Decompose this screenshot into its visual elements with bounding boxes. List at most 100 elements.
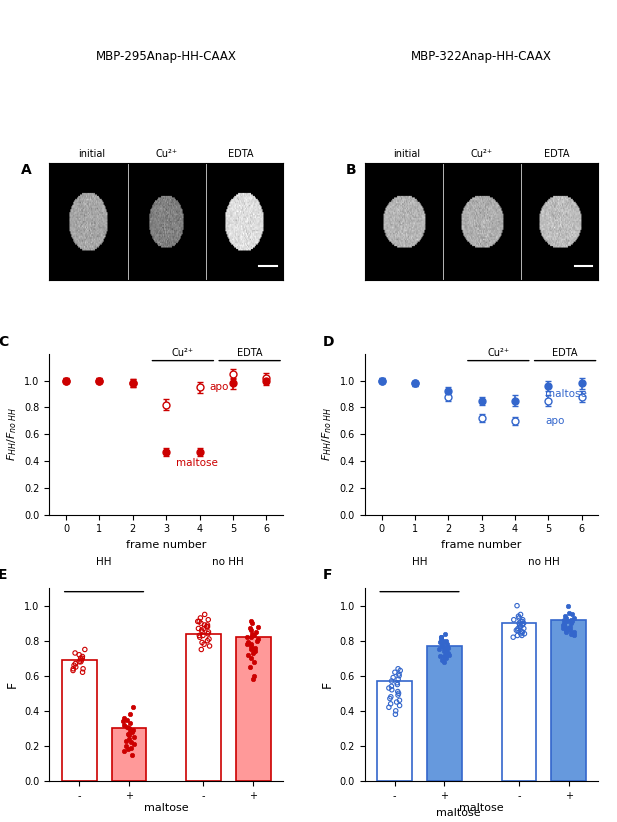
Point bbox=[74, 649, 84, 662]
Point bbox=[246, 643, 255, 656]
Text: initial: initial bbox=[78, 149, 105, 159]
Point bbox=[194, 629, 204, 642]
Point bbox=[392, 677, 402, 690]
Point bbox=[441, 644, 451, 658]
Point bbox=[122, 739, 131, 752]
Point bbox=[439, 650, 449, 663]
Point bbox=[436, 632, 446, 645]
Text: F: F bbox=[323, 567, 333, 581]
Text: HH: HH bbox=[96, 557, 112, 567]
Bar bbox=[236, 637, 271, 781]
Point bbox=[195, 630, 205, 644]
Point bbox=[566, 627, 576, 640]
Point bbox=[437, 638, 447, 651]
Text: MBP-295Anap-HH-CAAX: MBP-295Anap-HH-CAAX bbox=[96, 50, 237, 63]
Point bbox=[120, 718, 130, 732]
Point bbox=[71, 660, 81, 673]
Point bbox=[77, 652, 87, 665]
Point bbox=[437, 630, 447, 644]
Text: Cu²⁺: Cu²⁺ bbox=[172, 348, 194, 358]
Point bbox=[391, 704, 400, 718]
Point bbox=[200, 618, 210, 631]
Point bbox=[78, 663, 88, 676]
Point bbox=[439, 644, 449, 658]
Point bbox=[393, 685, 403, 698]
Point bbox=[246, 615, 255, 628]
Point bbox=[126, 725, 136, 738]
Point bbox=[393, 672, 403, 686]
Text: maltose: maltose bbox=[545, 389, 587, 399]
Point bbox=[123, 743, 133, 756]
Point bbox=[68, 664, 78, 677]
Point bbox=[560, 620, 569, 633]
Point bbox=[561, 612, 571, 625]
Point bbox=[569, 612, 579, 625]
Point bbox=[559, 613, 569, 626]
Point bbox=[565, 624, 575, 637]
X-axis label: frame number: frame number bbox=[442, 540, 522, 550]
Point bbox=[199, 638, 209, 651]
Point bbox=[515, 620, 525, 633]
Point bbox=[80, 643, 89, 656]
Y-axis label: $F_{HH}/F_{no\ HH}$: $F_{HH}/F_{no\ HH}$ bbox=[320, 407, 334, 461]
Bar bbox=[62, 660, 97, 781]
Point bbox=[394, 686, 404, 700]
Point bbox=[124, 729, 134, 742]
Point bbox=[384, 700, 394, 713]
Point bbox=[203, 627, 213, 640]
Point bbox=[559, 616, 569, 630]
Point bbox=[249, 669, 259, 682]
Point bbox=[252, 626, 262, 639]
Point bbox=[252, 634, 262, 647]
Text: D: D bbox=[323, 335, 334, 349]
Point bbox=[253, 632, 263, 645]
Text: EDTA: EDTA bbox=[228, 149, 254, 159]
Point bbox=[561, 626, 571, 639]
Point bbox=[202, 634, 212, 647]
Text: apo: apo bbox=[210, 382, 229, 392]
Point bbox=[393, 663, 403, 676]
Point bbox=[193, 615, 203, 628]
Point bbox=[246, 638, 256, 651]
X-axis label: maltose: maltose bbox=[144, 803, 189, 814]
Text: HH: HH bbox=[412, 557, 427, 567]
Point bbox=[242, 638, 252, 651]
X-axis label: maltose: maltose bbox=[459, 803, 504, 814]
Point bbox=[509, 613, 519, 626]
Text: initial: initial bbox=[393, 149, 420, 159]
Point bbox=[518, 626, 528, 639]
Text: MBP-322Anap-HH-CAAX: MBP-322Anap-HH-CAAX bbox=[411, 50, 552, 63]
Point bbox=[568, 627, 578, 640]
Point bbox=[247, 627, 257, 640]
Point bbox=[394, 667, 404, 681]
Point bbox=[513, 629, 523, 642]
Point bbox=[128, 723, 138, 737]
Text: Cu²⁺: Cu²⁺ bbox=[155, 149, 177, 159]
Point bbox=[204, 632, 214, 645]
Text: no HH: no HH bbox=[528, 557, 560, 567]
Point bbox=[200, 607, 210, 621]
Text: Cu²⁺: Cu²⁺ bbox=[487, 348, 510, 358]
Point bbox=[68, 663, 78, 676]
Point bbox=[122, 713, 132, 726]
Point bbox=[567, 615, 577, 628]
Point bbox=[395, 694, 405, 707]
Point bbox=[558, 622, 568, 635]
Text: maltose: maltose bbox=[176, 459, 218, 469]
Point bbox=[441, 634, 451, 647]
Point bbox=[395, 664, 405, 677]
Point bbox=[515, 620, 525, 633]
Point bbox=[242, 630, 252, 644]
Text: no HH: no HH bbox=[212, 557, 244, 567]
Point bbox=[566, 613, 576, 626]
Text: B: B bbox=[346, 163, 357, 177]
Point bbox=[250, 641, 260, 654]
Point bbox=[439, 641, 449, 654]
Point bbox=[391, 708, 400, 721]
Point bbox=[119, 745, 129, 758]
Point bbox=[126, 736, 136, 749]
Point bbox=[248, 672, 258, 686]
Point bbox=[386, 680, 396, 693]
Point bbox=[385, 692, 395, 705]
Point bbox=[204, 613, 213, 626]
